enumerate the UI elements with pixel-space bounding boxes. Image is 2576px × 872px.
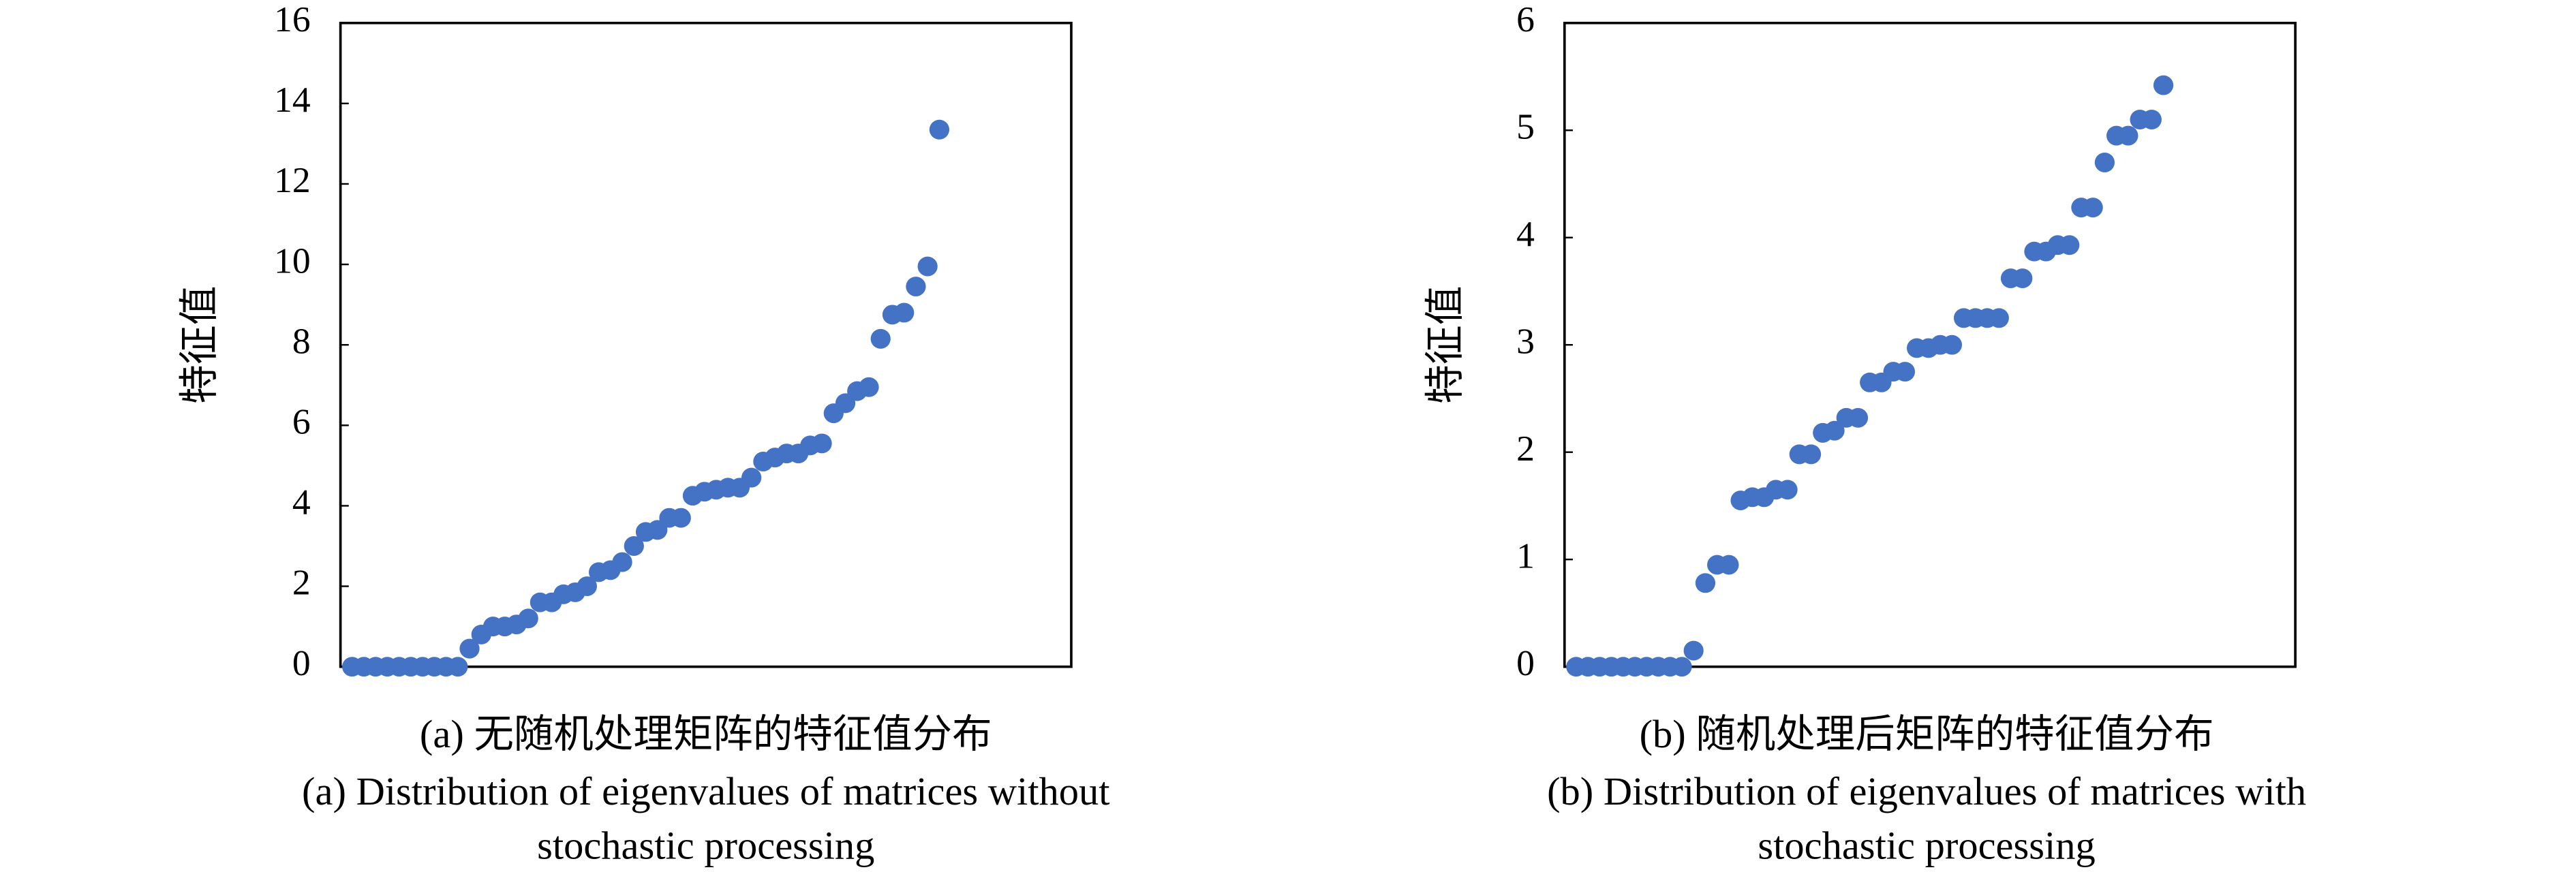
y-tick-label: 6 [1516, 0, 1535, 40]
data-point [1672, 657, 1692, 677]
caption-line: (b) 随机处理后矩阵的特征值分布 [1640, 712, 2214, 756]
y-tick-label: 14 [274, 79, 311, 120]
y-tick-label: 5 [1516, 106, 1535, 147]
data-point [518, 608, 538, 629]
y-axis-label: 特征值 [1423, 285, 1467, 404]
y-tick-label: 2 [292, 562, 311, 603]
data-point [1847, 407, 1869, 428]
data-point [1777, 480, 1798, 500]
data-point [1895, 362, 1916, 382]
data-point [894, 302, 915, 323]
data-point [859, 377, 879, 397]
data-point [2118, 125, 2138, 146]
data-point [812, 433, 832, 454]
data-point [929, 119, 950, 140]
y-tick-label: 0 [1516, 642, 1535, 683]
data-point [624, 536, 644, 556]
data-point [671, 508, 691, 528]
data-point [1683, 640, 1704, 661]
y-tick-label: 4 [292, 482, 311, 523]
data-point [2059, 235, 2080, 255]
caption-line: (b) Distribution of eigenvalues of matri… [1547, 769, 2306, 813]
y-tick-label: 10 [274, 240, 311, 281]
data-point [612, 552, 632, 572]
data-point [1800, 444, 1822, 465]
data-point [448, 657, 468, 677]
data-point [870, 328, 891, 349]
y-axis-label: 特征值 [177, 285, 221, 404]
y-tick-label: 16 [274, 0, 311, 40]
caption-line: (a) Distribution of eigenvalues of matri… [302, 769, 1109, 813]
y-tick-label: 3 [1516, 321, 1535, 362]
data-point [1719, 555, 1739, 575]
plot-frame [339, 21, 1073, 668]
y-tick-label: 2 [1516, 428, 1535, 469]
data-point [2083, 198, 2103, 218]
data-point [2141, 110, 2162, 129]
data-point [459, 638, 480, 659]
data-point [1989, 308, 2009, 328]
y-tick-label: 6 [292, 401, 311, 442]
data-point [1824, 420, 1845, 441]
data-point [917, 256, 938, 277]
data-point [741, 467, 762, 488]
y-tick-label: 4 [1516, 213, 1535, 254]
data-point [1695, 573, 1716, 593]
caption-line: stochastic processing [1758, 824, 2095, 868]
y-tick-label: 8 [292, 321, 311, 362]
y-tick-label: 0 [292, 642, 311, 683]
y-tick-label: 1 [1516, 535, 1535, 576]
data-point [577, 576, 597, 597]
data-point [1942, 334, 1962, 355]
caption-line: stochastic processing [537, 824, 874, 868]
y-tick-label: 12 [274, 159, 311, 200]
data-point [2094, 153, 2115, 172]
caption-line: (a) 无随机处理矩阵的特征值分布 [420, 712, 992, 756]
data-point [906, 277, 926, 297]
data-point [2012, 268, 2033, 289]
data-point [2153, 75, 2174, 95]
